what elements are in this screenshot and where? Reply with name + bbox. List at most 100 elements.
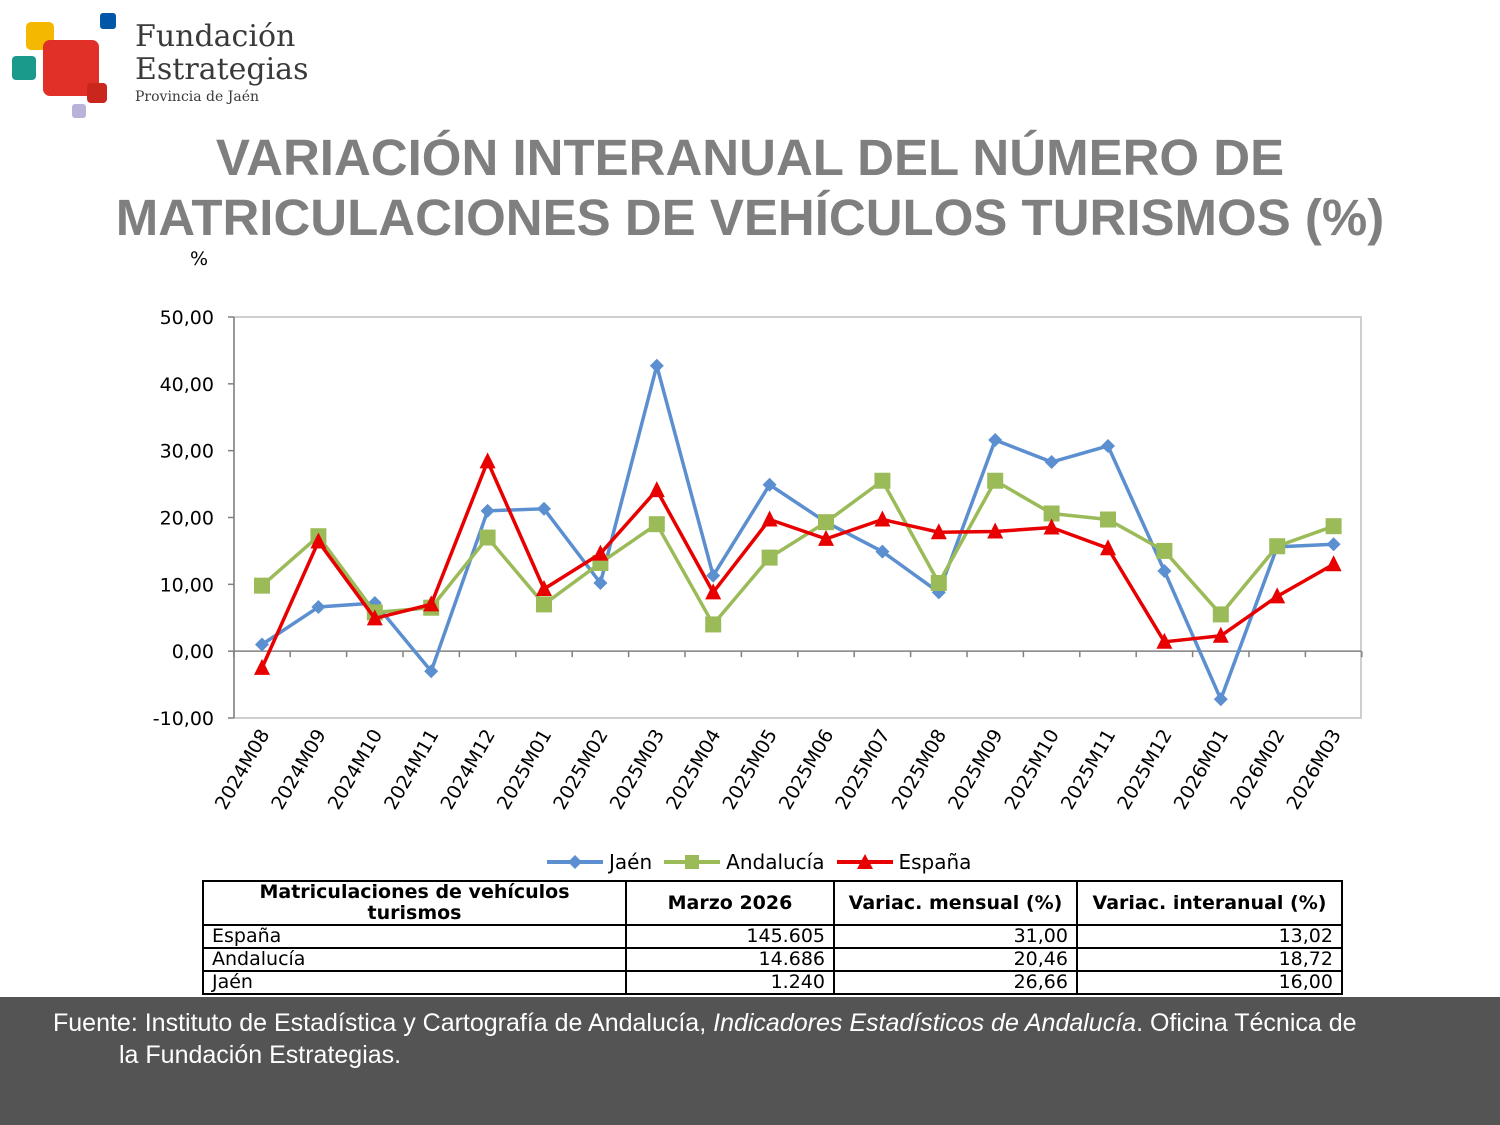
data-point-espana (366, 609, 383, 626)
data-point-espana (479, 452, 496, 469)
series-line-andalucia (260, 478, 1335, 627)
logo-text: Fundación Estrategias Provincia de Jaén (135, 20, 308, 108)
y-tick-label: 0,00 (172, 641, 214, 663)
y-tick-label: 10,00 (160, 574, 214, 596)
table-cell: España (202, 924, 627, 949)
data-point-espana (1269, 587, 1286, 604)
table-cell: Jaén (202, 970, 627, 995)
x-tick-label: 2024M08 (211, 726, 275, 814)
data-point-espana (310, 532, 327, 549)
x-tick-label: 2024M12 (436, 726, 500, 814)
page-title: VARIACIÓN INTERANUAL DEL NÚMERO DE MATRI… (0, 128, 1500, 248)
line-chart: -10,00 0,00 10,00 20,00 30,00 40,00 50,00 2024M… (153, 307, 1363, 814)
source-suffix: . Oficina Técnica de (1136, 1009, 1357, 1037)
table-header: Marzo 2026 (625, 880, 835, 926)
x-tick-label: 2026M01 (1170, 726, 1234, 814)
y-tick-label: 30,00 (160, 441, 214, 463)
table-cell: 26,66 (833, 970, 1078, 995)
x-tick-label: 2025M09 (944, 725, 1008, 813)
data-point-andalucia (1043, 505, 1060, 522)
data-point-espana (874, 510, 891, 527)
data-point-andalucia (987, 472, 1004, 489)
data-point-espana (1100, 539, 1116, 556)
legend-item-jaen: Jaén (545, 850, 652, 874)
title-line1: VARIACIÓN INTERANUAL DEL NÚMERO DE (215, 129, 1285, 186)
data-point-jaen (1044, 455, 1059, 470)
x-tick-label: 2025M11 (1057, 726, 1121, 814)
data-point-jaen (593, 575, 608, 590)
data-point-jaen (649, 358, 664, 373)
source-prefix: Fuente: Instituto de Estadística y Carto… (53, 1009, 707, 1037)
source-italic: Indicadores Estadísticos de Andalucía (713, 1009, 1137, 1037)
legend-marker-espana (836, 854, 893, 869)
logo-line2: Estrategias (135, 52, 309, 87)
logo-square-blue (100, 13, 116, 29)
data-point-espana (705, 583, 722, 600)
y-tick-label: 20,00 (160, 508, 214, 530)
y-tick-label: 50,00 (160, 307, 214, 329)
data-point-espana (761, 510, 778, 527)
legend-label-andalucia: Andalucía (726, 850, 825, 874)
data-point-jaen (255, 637, 269, 652)
data-point-andalucia (1100, 511, 1116, 528)
legend-item-andalucia: Andalucía (662, 850, 825, 874)
y-tick-label: 40,00 (160, 374, 214, 396)
legend-label-jaen: Jaén (609, 850, 653, 874)
data-point-andalucia (1269, 538, 1286, 555)
table-row: Jaén 1.240 26,66 16,00 (202, 970, 1343, 995)
x-tick-label: 2025M06 (775, 726, 839, 814)
logo-line1: Fundación (135, 19, 296, 54)
x-tick-label: 2026M03 (1282, 726, 1346, 814)
x-tick-label: 2025M07 (831, 726, 895, 814)
x-tick-label: 2025M01 (493, 726, 557, 814)
data-point-espana (987, 522, 1004, 539)
data-point-jaen (311, 600, 326, 615)
footer-source: Fuente: Instituto de Estadística y Carto… (0, 997, 1500, 1125)
data-point-andalucia (479, 529, 496, 546)
legend-marker-jaen (547, 855, 603, 869)
data-point-jaen (988, 432, 1003, 447)
x-tick-label: 2025M10 (1000, 726, 1064, 814)
data-point-andalucia (536, 596, 552, 613)
table-cell: 16,00 (1076, 970, 1343, 995)
y-axis-unit: % (190, 248, 209, 270)
chart-legend: Jaén Andalucía España (545, 848, 981, 876)
table-header: Matriculaciones de vehículos turismos (202, 880, 627, 926)
table-cell: 1.240 (625, 970, 835, 995)
data-point-espana (818, 529, 834, 546)
x-tick-label: 2025M12 (1113, 726, 1177, 814)
logo-line3: Provincia de Jaén (135, 89, 260, 105)
data-point-andalucia (1156, 542, 1173, 559)
data-point-jaen (706, 568, 721, 583)
source-text: Fuente: Instituto de Estadística y Carto… (53, 1007, 1463, 1071)
x-tick-label: 2025M03 (606, 726, 670, 814)
plot-area-border (233, 316, 1362, 719)
table-cell: 145.605 (625, 924, 835, 949)
data-point-espana (1156, 632, 1173, 649)
data-point-andalucia (1212, 606, 1229, 623)
data-point-andalucia (761, 549, 778, 566)
legend-label-espana: España (898, 850, 972, 874)
x-tick-label: 2025M08 (888, 726, 952, 814)
data-point-espana (254, 658, 270, 675)
data-point-andalucia (818, 514, 834, 531)
table-cell: 13,02 (1076, 924, 1343, 949)
logo-square-teal (12, 56, 36, 80)
table-cell: 14.686 (625, 947, 835, 972)
table-cell: Andalucía (202, 947, 627, 972)
table-header: Variac. mensual (%) (833, 880, 1078, 926)
data-point-jaen (1213, 692, 1228, 707)
data-point-espana (930, 523, 947, 540)
logo-square-lavender (72, 104, 86, 118)
data-point-jaen (1157, 563, 1172, 578)
data-point-espana (423, 595, 440, 612)
x-tick-label: 2026M02 (1226, 726, 1290, 814)
data-point-espana (1212, 626, 1229, 643)
table-row: España 145.605 31,00 13,02 (202, 924, 1343, 949)
table-header: Variac. interanual (%) (1076, 880, 1343, 926)
data-point-espana (536, 580, 552, 597)
logo: Fundación Estrategias Provincia de Jaén (10, 10, 330, 125)
x-tick-label: 2025M04 (662, 726, 726, 814)
summary-table: Matriculaciones de vehículos turismos Ma… (202, 880, 1343, 995)
data-point-andalucia (648, 516, 665, 533)
